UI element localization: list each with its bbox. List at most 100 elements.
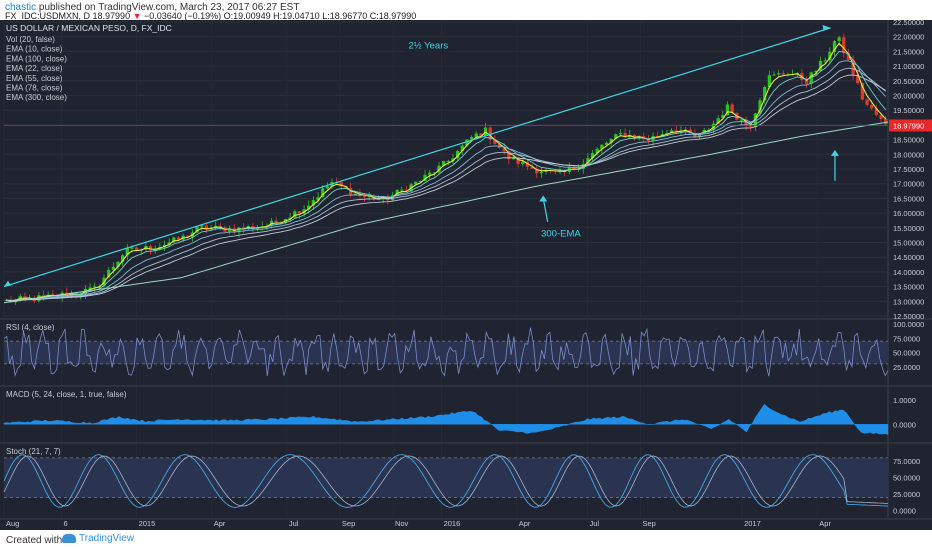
price-arrow-head: [830, 149, 839, 156]
candle-body: [237, 227, 241, 233]
x-tick-label: Sep: [642, 519, 655, 528]
y-tick-label: 22.50000: [893, 20, 924, 27]
ema-100-line: [6, 74, 886, 301]
candle-body: [623, 133, 627, 138]
candle-body: [414, 181, 418, 185]
candle-body: [665, 133, 669, 135]
candle-body: [460, 145, 464, 151]
candle-body: [777, 73, 781, 75]
legend-entry: EMA (55, close): [6, 74, 63, 83]
candle-body: [730, 104, 734, 113]
arrow-head-right: [822, 24, 831, 31]
y-tick-label: 21.00000: [893, 62, 924, 71]
candle-body: [870, 104, 874, 109]
y-tick-label: 18.00000: [893, 150, 924, 159]
x-tick-label: 2016: [444, 519, 461, 528]
candle-body: [167, 242, 171, 245]
candle-body: [544, 170, 548, 172]
x-tick-label: 6: [63, 519, 67, 528]
candle-body: [604, 142, 609, 145]
candle-body: [204, 225, 209, 230]
candle-body: [851, 59, 855, 75]
chart-canvas[interactable]: 22.50000 22.00000 21.50000 21.00000 20.50000…: [0, 20, 932, 530]
candle-body: [753, 113, 758, 127]
chart-area: 22.50000 22.00000 21.50000 21.00000 20.50000…: [0, 20, 932, 530]
candle-body: [530, 166, 534, 169]
candle-body: [316, 197, 320, 201]
x-tick-label: Nov: [395, 519, 409, 528]
down-arrow-icon: ▼: [132, 11, 142, 21]
macd-y-tick: 1.0000: [893, 396, 916, 405]
candle-body: [832, 41, 837, 52]
candle-body: [609, 138, 613, 143]
legend-entry: EMA (78, close): [6, 84, 63, 93]
candle-body: [558, 171, 562, 173]
candle-body: [125, 247, 129, 256]
candle-body: [618, 133, 623, 135]
candle-body: [507, 150, 511, 160]
rsi-y-tick: 75.0000: [893, 334, 920, 343]
candle-body: [772, 74, 776, 76]
candle-body: [23, 296, 27, 299]
publish-text: published on TradingView.com, March 23, …: [36, 2, 300, 13]
y-tick-label: 13.00000: [893, 297, 924, 306]
y-tick-label: 21.50000: [893, 47, 924, 56]
candle-body: [376, 198, 381, 200]
candle-body: [763, 87, 767, 101]
candle-body: [288, 217, 292, 219]
candle-body: [600, 144, 604, 149]
candle-body: [367, 196, 371, 198]
rsi-y-tick: 25.0000: [893, 363, 920, 372]
brand[interactable]: TradingView: [62, 533, 134, 544]
macd-y-tick: 0.0000: [893, 420, 916, 429]
tradingview-logo-icon: [62, 534, 76, 543]
candle-body: [107, 269, 111, 278]
candle-body: [176, 237, 181, 240]
candle-body: [479, 133, 483, 136]
candle-body: [195, 226, 199, 233]
y-tick-label: 14.50000: [893, 253, 924, 262]
created-with-label: Created with: [6, 535, 63, 546]
candle-body: [804, 79, 809, 84]
candle-body: [404, 189, 409, 192]
stoch-d-line: [3, 455, 889, 507]
candle-body: [437, 165, 441, 173]
candle-body: [674, 130, 678, 132]
stoch-k-line: [3, 454, 889, 508]
candle-body: [725, 104, 730, 116]
stoch-band: [4, 457, 888, 498]
candle-body: [809, 72, 813, 84]
arrow-head-left: [4, 280, 11, 287]
candle-body: [41, 295, 46, 297]
candle-body: [837, 37, 841, 42]
candle-body: [670, 130, 674, 134]
candle-body: [428, 172, 432, 175]
x-tick-label: Sep: [342, 519, 355, 528]
candle-body: [274, 220, 278, 223]
candle-body: [879, 115, 883, 119]
y-tick-label: 15.50000: [893, 224, 924, 233]
candle-body: [400, 189, 404, 191]
candle-body: [362, 196, 367, 198]
y-tick-label: 17.00000: [893, 180, 924, 189]
candle-body: [446, 160, 450, 162]
candle-body: [818, 60, 823, 71]
stoch-y-tick: 25.0000: [893, 490, 920, 499]
candle-body: [442, 161, 446, 166]
y-tick-label: 20.00000: [893, 92, 924, 101]
annotation-2-5-years: 2½ Years: [409, 41, 449, 52]
brand-name: TradingView: [79, 533, 135, 544]
macd-title: MACD (5, 24, close, 1, true, false): [6, 390, 127, 399]
candle-body: [693, 133, 697, 138]
y-tick-label: 18.50000: [893, 136, 924, 145]
y-tick-label: 20.50000: [893, 77, 924, 86]
candle-body: [74, 292, 78, 295]
author-link[interactable]: chastic: [5, 2, 37, 13]
rsi-line: [3, 327, 889, 377]
candle-body: [251, 226, 255, 229]
candle-body: [93, 286, 97, 288]
candle-body: [121, 255, 125, 262]
candle-body: [451, 158, 455, 161]
legend-entry: EMA (10, close): [6, 45, 63, 54]
candle-body: [418, 180, 423, 182]
